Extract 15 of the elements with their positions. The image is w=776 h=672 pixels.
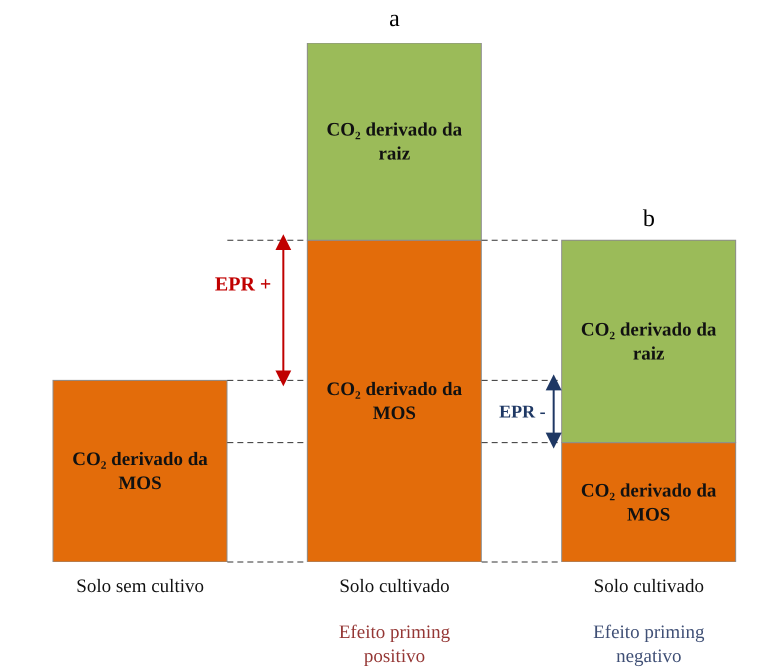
x-tick-label: Solo cultivado: [594, 576, 704, 597]
text: Efeito priming positivo: [338, 622, 451, 667]
series-label: CO₂ derivado da raiz: [580, 319, 717, 364]
text: Efeito priming negativo: [593, 622, 705, 667]
bar: [52, 380, 228, 562]
text: CO₂ derivado da MOS: [72, 449, 208, 494]
x-tick-label: Solo cultivado: [339, 576, 450, 597]
annotation: b: [642, 206, 655, 232]
text: CO₂ derivado da MOS: [326, 379, 462, 424]
text: a: [389, 6, 400, 32]
series-label: CO₂ derivado da MOS: [580, 480, 717, 526]
annotation: EPR -: [499, 401, 546, 422]
text: CO₂ derivado da raiz: [326, 120, 462, 165]
x-tick-label: Solo sem cultivo: [76, 576, 204, 597]
annotation: EPR +: [214, 273, 272, 296]
